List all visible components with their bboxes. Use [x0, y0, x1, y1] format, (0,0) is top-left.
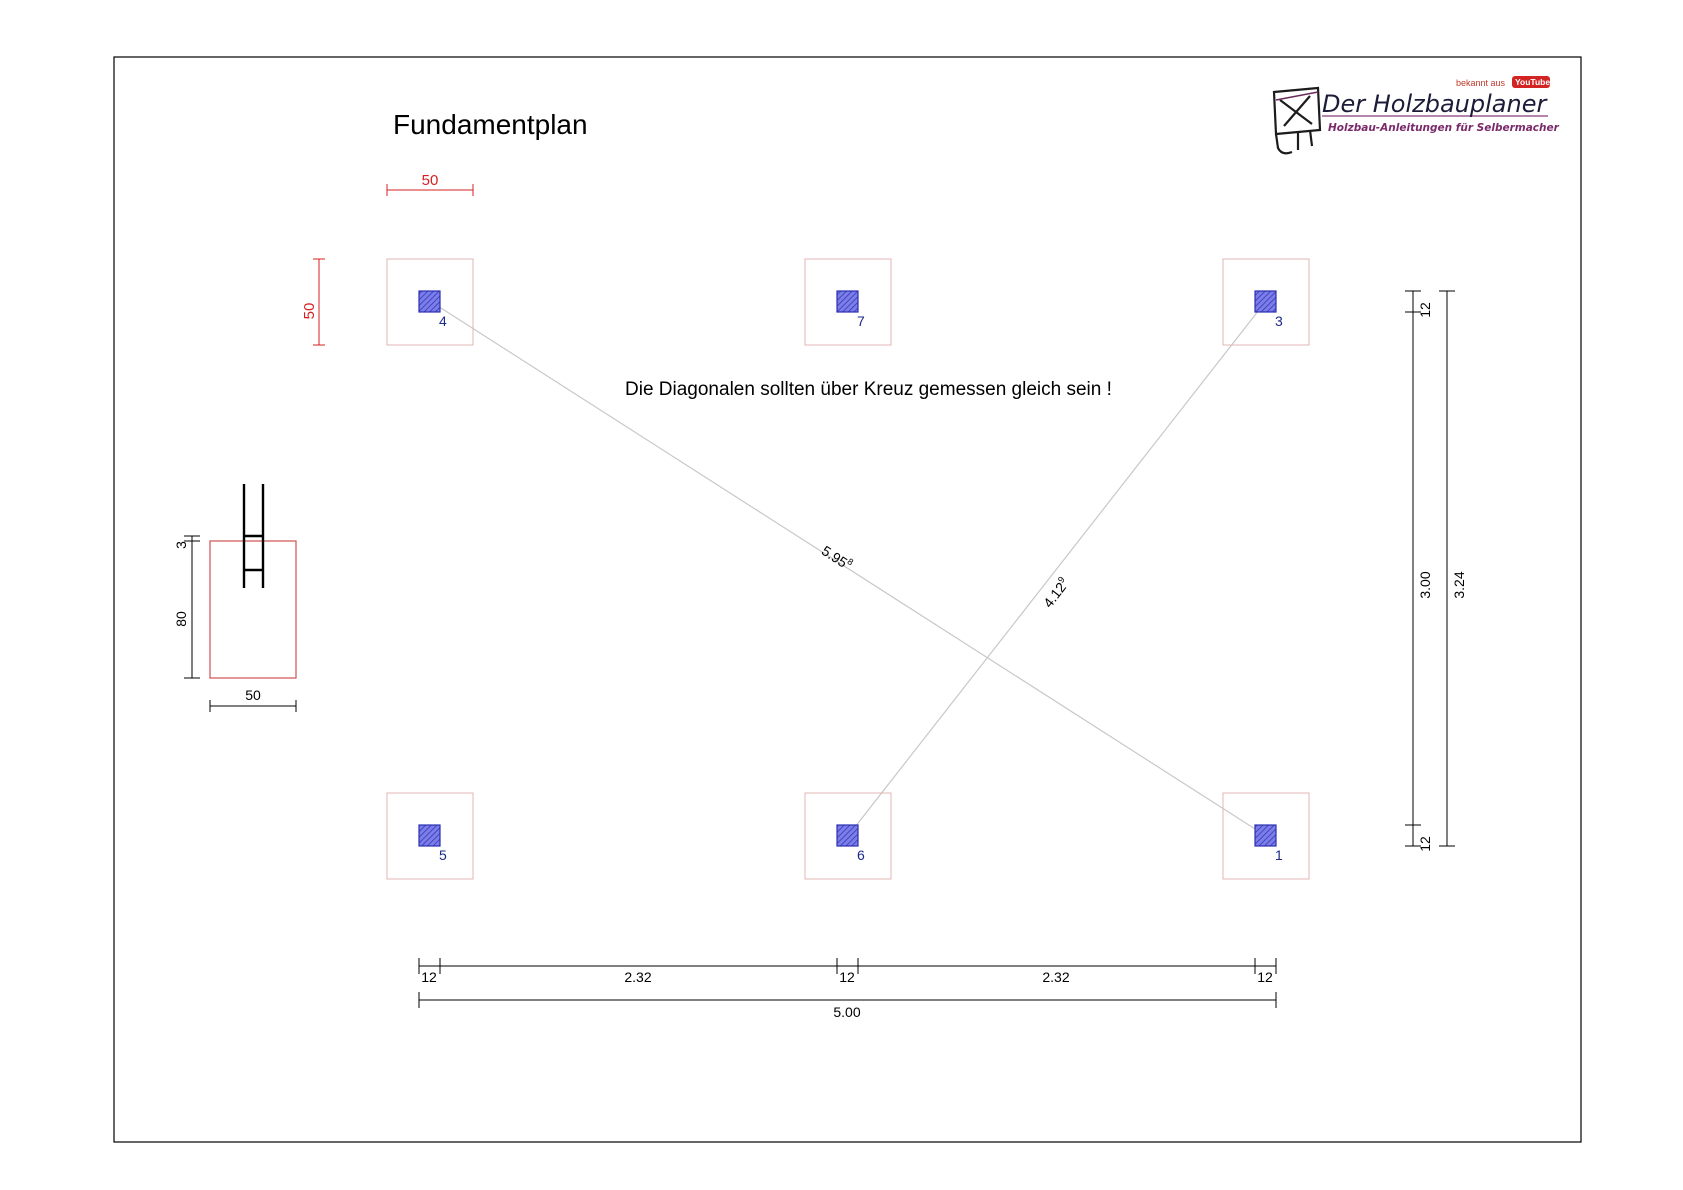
point-label-5: 5: [439, 847, 447, 863]
logo-name: Der Holzbauplaner: [1322, 90, 1548, 118]
foundation-width-dimension: [386, 184, 474, 196]
hdim-total-label: 5.00: [833, 1004, 860, 1020]
point-label-4: 4: [439, 313, 447, 329]
post-6: [836, 824, 859, 847]
foundation-width-label: 50: [422, 172, 439, 189]
diagonal-line-short: [847, 300, 1267, 837]
sheet-border: [113, 56, 1582, 1143]
section-foundation: [209, 540, 297, 679]
hdim-label-1: 12: [421, 969, 437, 985]
youtube-logo-icon: [1512, 76, 1550, 88]
logo: bekannt aus YouTube Der Holzbauplaner Ho…: [1272, 76, 1560, 155]
section-detail: 3 80 50: [173, 484, 297, 712]
foundation-1: [1222, 792, 1310, 880]
point-label-7: 7: [857, 313, 865, 329]
foundation-6: [804, 792, 892, 880]
foundation-5: [386, 792, 474, 880]
section-width-dimension: [209, 700, 297, 712]
diagonal-long-label: 5.958: [819, 541, 855, 573]
section-post: [242, 484, 265, 588]
diagonal-note: Die Diagonalen sollten über Kreuz gemess…: [625, 379, 1112, 400]
hdim-label-4: 2.32: [1042, 969, 1069, 985]
vdim-total-label: 3.24: [1451, 571, 1467, 598]
vertical-dimension-chain: [1405, 290, 1455, 847]
foundation-4: [386, 258, 474, 346]
point-label-6: 6: [857, 847, 865, 863]
vdim-middle-label: 3.00: [1417, 571, 1433, 598]
vdim-top-label: 12: [1417, 302, 1433, 318]
section-width-label: 50: [245, 687, 261, 703]
post-4: [418, 290, 441, 313]
logo-badge-text: bekannt aus: [1456, 78, 1506, 88]
foundation-height-dimension: [313, 258, 325, 346]
foundation-3: [1222, 258, 1310, 346]
foundation-height-label: 50: [301, 303, 318, 320]
youtube-logo-text: YouTube: [1515, 77, 1550, 87]
post-5: [418, 824, 441, 847]
point-label-3: 3: [1275, 313, 1283, 329]
drawing-board-icon: [1272, 86, 1322, 155]
foundation-7: [804, 258, 892, 346]
hdim-label-3: 12: [839, 969, 855, 985]
post-3: [1254, 290, 1277, 313]
section-depth-label: 80: [173, 611, 189, 627]
section-depth-dimension: [184, 535, 200, 679]
section-offset-label: 3: [173, 541, 189, 549]
diagonal-short-label: 4.129: [1039, 575, 1072, 611]
hdim-label-2: 2.32: [624, 969, 651, 985]
post-7: [836, 290, 859, 313]
point-label-1: 1: [1275, 847, 1283, 863]
vdim-bottom-label: 12: [1417, 836, 1433, 852]
page-title: Fundamentplan: [393, 109, 588, 140]
post-1: [1254, 824, 1277, 847]
hdim-label-5: 12: [1257, 969, 1273, 985]
horizontal-dimension-chain: [418, 958, 1277, 1008]
diagonal-line-long: [429, 300, 1267, 837]
logo-tagline: Holzbau-Anleitungen für Selbermacher: [1328, 122, 1560, 134]
